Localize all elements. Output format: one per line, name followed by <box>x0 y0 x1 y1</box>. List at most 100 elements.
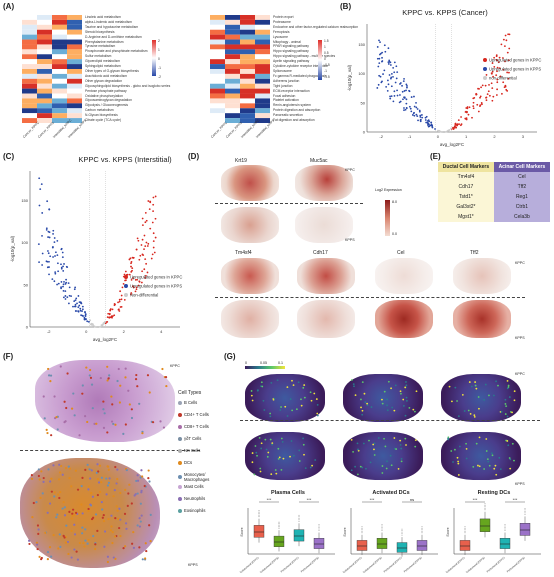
heatmap-cell <box>240 108 255 114</box>
volcano-point <box>507 77 510 80</box>
heatmap-cell <box>255 19 270 25</box>
heatmap-cell <box>255 78 270 84</box>
cell-dot <box>36 547 39 551</box>
cell-dot <box>36 543 39 546</box>
volcano-point <box>128 258 131 261</box>
cell-dot <box>70 407 74 410</box>
tissue-tff2-kpps <box>453 300 511 338</box>
heatmap-cell <box>37 24 52 30</box>
cell-dot <box>81 526 84 529</box>
boxplot-box <box>356 540 368 551</box>
heatmap-row-label: N-Glycan biosynthesis <box>85 113 118 118</box>
volcano-point <box>390 95 393 98</box>
heatmap-cell <box>210 69 225 74</box>
volcano-point <box>74 310 77 312</box>
x-tick-label: 2 <box>493 134 496 139</box>
cell-dot <box>103 530 107 533</box>
cell-dot <box>36 524 40 527</box>
tissue-g-score-map <box>245 374 325 422</box>
volcano-point <box>154 195 157 198</box>
cell-dot <box>105 493 108 496</box>
heatmap-cell <box>37 44 52 50</box>
gene-label-tm4sf4: Tm4sf4 <box>235 250 252 256</box>
heatmap-cell <box>37 34 52 40</box>
heatmap-cell <box>67 59 82 65</box>
volcano-point <box>491 87 494 90</box>
heatmap-cell <box>67 34 82 40</box>
cell-dot <box>70 517 73 520</box>
volcano-point <box>493 56 496 59</box>
heatmap-right <box>210 15 270 123</box>
volcano-point <box>472 105 475 108</box>
volcano-b-y-label: -log10(p_val) <box>347 64 352 91</box>
cell-dot <box>31 516 34 519</box>
volcano-point <box>74 286 77 289</box>
cell-dot <box>124 522 128 525</box>
volcano-point <box>145 241 148 244</box>
cell-dot <box>42 395 45 398</box>
cell-dot <box>37 468 40 471</box>
volcano-point <box>402 98 404 101</box>
volcano-point <box>152 240 155 243</box>
volcano-point <box>60 263 62 266</box>
cell-dot <box>86 542 89 545</box>
volcano-point <box>448 129 451 131</box>
cell-dot <box>100 501 103 504</box>
volcano-point <box>37 243 40 246</box>
heatmap-row-label: Renin-angiotensin system <box>273 103 311 108</box>
cell-dot <box>73 548 76 551</box>
volcano-point <box>388 59 391 62</box>
tissue-krt19-kpps <box>221 207 279 243</box>
cell-dot <box>50 555 53 558</box>
volcano-point <box>53 280 56 283</box>
volcano-point <box>381 80 383 83</box>
heatmap-cell <box>255 49 270 55</box>
cell-dot <box>95 422 98 425</box>
cell-dot <box>84 468 87 471</box>
heatmap-cell <box>52 54 67 60</box>
volcano-point <box>427 123 430 125</box>
cell-dot <box>58 533 61 536</box>
cell-dot <box>86 420 89 424</box>
cell-dot <box>96 529 99 532</box>
heatmap-legend-tick: 1 <box>158 48 160 52</box>
heatmap-legend-tick: -1.5 <box>324 75 330 79</box>
heatmap-row-label: Hippo signaling pathway <box>273 49 309 54</box>
volcano-point <box>491 62 494 64</box>
volcano-point <box>387 47 390 50</box>
volcano-point <box>145 219 148 222</box>
volcano-point <box>48 236 51 239</box>
heatmap-cell <box>225 19 240 25</box>
cell-dot <box>116 468 119 471</box>
heatmap-cell <box>52 73 67 79</box>
cell-dot <box>97 481 101 484</box>
heatmap-cell <box>22 113 37 119</box>
cell-dot <box>110 420 114 423</box>
divider-d-bottom <box>215 297 525 298</box>
heatmap-cell <box>22 59 37 65</box>
boxplot-title: Resting DCs <box>478 490 511 496</box>
volcano-point <box>389 97 392 100</box>
volcano-point <box>404 108 407 111</box>
volcano-point <box>502 38 505 41</box>
legend-swatch <box>483 76 487 80</box>
heatmap-cell <box>37 113 52 119</box>
heatmap-cell <box>240 98 255 104</box>
volcano-point <box>479 105 481 108</box>
volcano-point <box>378 62 381 64</box>
cell-dot <box>126 504 129 507</box>
heatmap-cell <box>240 15 255 20</box>
heatmap-row-label: Glycolysis / Gluconeogenesis <box>85 103 129 108</box>
volcano-point <box>106 316 109 318</box>
volcano-point <box>53 237 56 239</box>
volcano-point <box>485 96 488 99</box>
boxplot-x-label: Peritumoral (KPPS) <box>300 556 320 573</box>
cell-dot <box>71 512 74 515</box>
heatmap-cell <box>240 69 255 74</box>
volcano-point <box>41 234 43 237</box>
volcano-point <box>77 306 80 309</box>
heatmap-row-label: PPAR signaling pathway <box>273 44 309 49</box>
cell-dot <box>128 403 131 406</box>
volcano-point <box>506 51 509 54</box>
tissue-g-score-map <box>343 432 423 480</box>
